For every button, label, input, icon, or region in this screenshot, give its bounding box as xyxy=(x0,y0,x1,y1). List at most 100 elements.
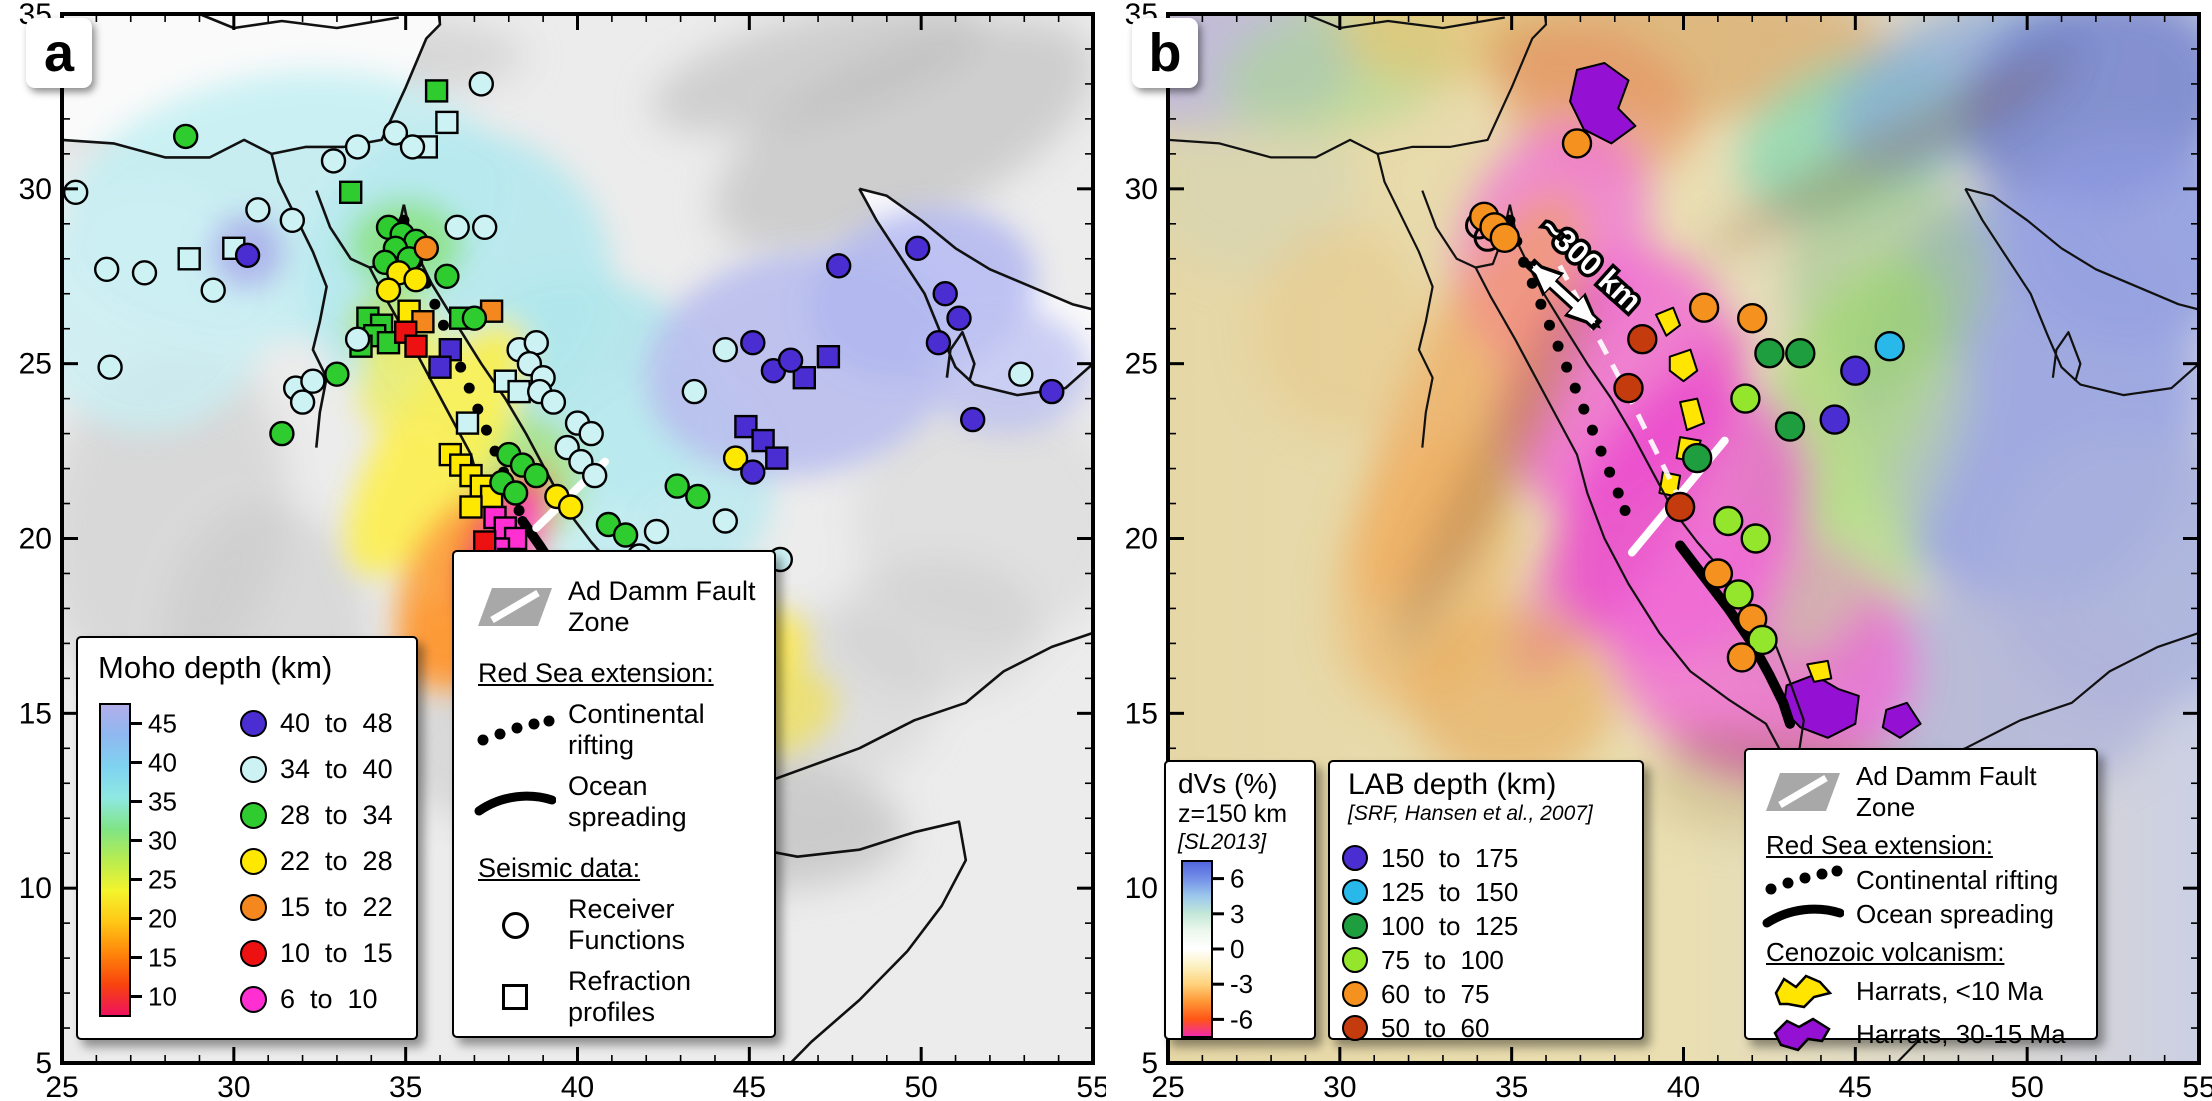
data-point xyxy=(344,134,371,160)
seismic-data-title: Seismic data: xyxy=(478,853,641,883)
receiver-functions-label: Receiver Functions xyxy=(568,894,686,955)
data-point xyxy=(932,281,958,307)
lab-legend-title: LAB depth (km) xyxy=(1348,768,1557,801)
svg-text:30: 30 xyxy=(1125,173,1158,206)
svg-text:45: 45 xyxy=(148,709,177,739)
harrat-old-symbol xyxy=(1773,1017,1831,1052)
svg-text:5: 5 xyxy=(1141,1047,1158,1080)
data-point xyxy=(557,494,584,520)
data-point xyxy=(444,214,470,241)
legend-class-label: 125 to 150 xyxy=(1381,876,1519,907)
svg-text:25: 25 xyxy=(1151,1071,1184,1101)
data-point xyxy=(523,462,549,489)
legend-class-row: 15 to 22 xyxy=(240,884,393,930)
svg-text:55: 55 xyxy=(2182,1071,2212,1101)
svg-text:25: 25 xyxy=(148,865,177,895)
dvs-source: [SL2013] xyxy=(1178,829,1267,854)
legend-class-row: 40 to 48 xyxy=(240,700,393,746)
data-point xyxy=(1737,303,1768,334)
receiver-functions-row: Receiver Functions xyxy=(470,894,758,956)
data-point xyxy=(459,495,483,519)
data-point xyxy=(540,389,567,415)
data-point xyxy=(712,337,738,363)
continental-rifting-symbol-b xyxy=(1765,865,1843,895)
legend-class-label: 6 to 10 xyxy=(280,983,378,1014)
data-point xyxy=(404,334,428,358)
svg-text:10: 10 xyxy=(1125,872,1158,905)
svg-text:55: 55 xyxy=(1076,1071,1106,1101)
data-point xyxy=(1561,128,1593,159)
legend-class-label: 100 to 125 xyxy=(1381,910,1519,941)
legend-class-label: 22 to 28 xyxy=(280,845,393,876)
svg-text:6: 6 xyxy=(1230,864,1244,894)
legend-class-label: 28 to 34 xyxy=(280,799,393,830)
legend-class-row: 6 to 10 xyxy=(240,976,393,1022)
harrat-young-label: Harrats, <10 Ma xyxy=(1856,975,2044,1006)
legend-class-swatch xyxy=(1342,1015,1368,1041)
svg-text:5: 5 xyxy=(35,1047,52,1080)
data-point xyxy=(1613,372,1644,404)
legend-class-row: 150 to 175 xyxy=(1342,841,1630,875)
map-b-symbols-legend: Ad Damm Fault Zone Red Sea extension: Co… xyxy=(1744,748,2098,1052)
svg-text:-3: -3 xyxy=(1230,969,1253,999)
legend-class-row: 75 to 100 xyxy=(1342,943,1630,977)
legend-class-swatch xyxy=(1342,913,1368,939)
ad-damm-fault-symbol-b xyxy=(1766,773,1840,811)
moho-depth-legend: Moho depth (km) 45 40 35 30 25 20 15 10 40 to 4… xyxy=(76,636,418,1040)
data-point xyxy=(234,242,261,269)
dvs-colorbar: 6 3 0 -3 -6 xyxy=(1181,860,1253,1038)
svg-text:35: 35 xyxy=(1495,1071,1528,1101)
svg-text:10: 10 xyxy=(148,982,177,1012)
data-point xyxy=(722,445,749,471)
data-point xyxy=(826,253,852,279)
data-point xyxy=(289,389,316,415)
data-point xyxy=(1840,355,1871,386)
svg-text:40: 40 xyxy=(1667,1071,1700,1101)
data-point xyxy=(403,267,429,293)
data-point xyxy=(925,330,952,356)
svg-text:45: 45 xyxy=(1839,1071,1872,1101)
harrat-volcanic-fields xyxy=(1569,62,1922,739)
data-point xyxy=(1723,579,1754,610)
data-point xyxy=(428,355,452,379)
legend-class-label: 40 to 48 xyxy=(280,707,393,738)
continental-rifting-label-b: Continental rifting xyxy=(1856,864,2059,895)
svg-text:40: 40 xyxy=(561,1071,594,1101)
ocean-spreading-label-b: Ocean spreading xyxy=(1856,899,2055,929)
data-point xyxy=(960,406,986,433)
legend-class-label: 60 to 75 xyxy=(1381,978,1490,1009)
data-point xyxy=(424,79,449,103)
svg-text:20: 20 xyxy=(148,904,177,934)
data-point xyxy=(300,368,326,394)
svg-text:25: 25 xyxy=(19,348,52,381)
svg-text:35: 35 xyxy=(389,1071,422,1101)
dvs-depth: z=150 km xyxy=(1178,800,1288,828)
data-point xyxy=(502,480,529,506)
red-sea-extension-title-b: Red Sea extension: xyxy=(1766,830,1993,860)
legend-class-row: 60 to 75 xyxy=(1342,977,1630,1011)
data-point xyxy=(468,71,494,97)
lab-depth-legend: LAB depth (km) [SRF, Hansen et al., 2007… xyxy=(1328,760,1644,1043)
data-point xyxy=(816,345,841,369)
data-point xyxy=(382,120,409,146)
data-point xyxy=(1785,338,1816,369)
legend-class-swatch xyxy=(240,939,267,967)
refraction-profiles-label: Refraction profiles xyxy=(568,966,692,1027)
data-point xyxy=(177,247,201,271)
legend-class-row: 50 to 60 xyxy=(1342,1011,1630,1045)
svg-text:30: 30 xyxy=(19,173,52,206)
data-point xyxy=(612,522,639,548)
receiver-function-symbol xyxy=(501,911,529,939)
data-point xyxy=(279,207,305,234)
data-point xyxy=(751,428,775,453)
data-point xyxy=(792,366,816,390)
data-point xyxy=(1008,361,1034,387)
data-point xyxy=(131,260,158,286)
svg-text:15: 15 xyxy=(148,943,177,973)
svg-text:50: 50 xyxy=(2010,1071,2043,1101)
data-point xyxy=(324,361,350,387)
legend-class-label: 75 to 100 xyxy=(1381,944,1504,975)
data-point xyxy=(1039,378,1065,405)
dvs-title: dVs (%) xyxy=(1178,768,1278,799)
data-point xyxy=(1754,338,1785,369)
